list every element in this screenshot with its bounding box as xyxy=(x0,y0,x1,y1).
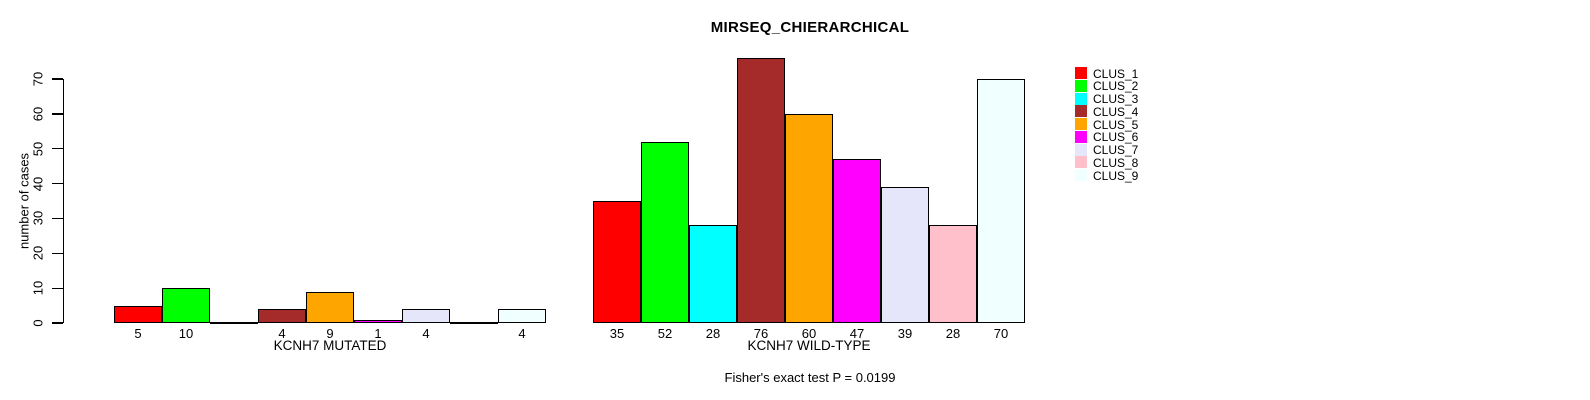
y-tick xyxy=(52,78,63,80)
legend-swatch xyxy=(1075,67,1087,79)
y-tick xyxy=(52,148,63,150)
legend-label: CLUS_5 xyxy=(1093,117,1139,132)
bar xyxy=(402,309,450,323)
bar xyxy=(641,141,689,323)
y-tick-label: 70 xyxy=(30,71,46,87)
legend-label: CLUS_7 xyxy=(1093,143,1139,157)
bar xyxy=(929,225,977,323)
bar-value-label: 52 xyxy=(657,326,673,341)
bar-value-label: 39 xyxy=(897,326,913,341)
bar-value-label: 4 xyxy=(518,326,526,341)
legend-swatch xyxy=(1075,169,1087,181)
y-tick xyxy=(52,113,63,115)
chart-title: MIRSEQ_CHIERARCHICAL xyxy=(710,19,910,36)
bar xyxy=(881,187,929,323)
bar xyxy=(977,79,1025,323)
y-axis xyxy=(62,79,64,323)
bar-value-label: 10 xyxy=(178,326,194,341)
legend-swatch xyxy=(1075,92,1087,105)
y-tick-label: 60 xyxy=(30,106,46,122)
bar xyxy=(162,288,210,323)
bar-value-label: 47 xyxy=(849,326,865,341)
bar-value-label: 28 xyxy=(945,326,961,341)
bar-value-label: 1 xyxy=(374,326,382,341)
bar-value-label: 76 xyxy=(753,326,769,341)
bar-value-label: 70 xyxy=(993,326,1009,341)
bar xyxy=(689,225,737,323)
legend-label: CLUS_6 xyxy=(1093,130,1139,145)
y-tick-label: 20 xyxy=(30,246,46,261)
legend-label: CLUS_8 xyxy=(1093,155,1139,170)
bar-zero-height xyxy=(450,322,498,324)
bar xyxy=(258,309,306,323)
bar xyxy=(785,113,833,323)
bar xyxy=(737,58,785,323)
bar-value-label: 28 xyxy=(705,326,721,341)
legend-label: CLUS_4 xyxy=(1093,104,1139,119)
y-tick xyxy=(52,217,63,220)
bar-value-label: 9 xyxy=(326,326,334,341)
legend-swatch xyxy=(1075,143,1087,156)
bar-value-label: 5 xyxy=(134,326,142,341)
fisher-test-note: Fisher's exact test P = 0.0199 xyxy=(724,370,896,385)
y-tick-label: 40 xyxy=(30,176,46,191)
y-tick-label: 30 xyxy=(30,211,46,226)
legend-swatch xyxy=(1075,156,1087,169)
legend-swatch xyxy=(1075,105,1087,118)
bar-zero-height xyxy=(210,322,258,324)
bar xyxy=(354,319,402,323)
bar xyxy=(498,309,546,323)
legend-swatch xyxy=(1075,79,1087,92)
legend-label: CLUS_9 xyxy=(1093,168,1139,183)
bar xyxy=(593,201,641,323)
y-tick-label: 10 xyxy=(30,280,46,296)
y-tick xyxy=(52,182,63,185)
legend-swatch xyxy=(1075,118,1087,130)
bar-value-label: 4 xyxy=(422,326,430,341)
bar xyxy=(114,305,162,323)
legend-label: CLUS_2 xyxy=(1093,79,1139,94)
y-tick xyxy=(52,287,63,289)
bar-value-label: 35 xyxy=(609,326,625,341)
bar xyxy=(306,291,354,323)
y-axis-label: number of cases xyxy=(16,152,32,250)
legend-swatch xyxy=(1075,130,1087,143)
y-tick-label: 50 xyxy=(30,141,46,156)
legend-label: CLUS_1 xyxy=(1093,66,1139,81)
y-tick xyxy=(52,252,63,254)
y-tick-label: 0 xyxy=(30,319,46,327)
x-axis-label-mutated: KCNH7 MUTATED xyxy=(273,338,387,353)
legend-label: CLUS_3 xyxy=(1093,92,1139,106)
bar-value-label: 4 xyxy=(278,326,286,341)
x-axis-label-wildtype: KCNH7 WILD-TYPE xyxy=(747,338,871,353)
bar-value-label: 60 xyxy=(801,326,817,341)
y-tick xyxy=(52,322,63,324)
bar xyxy=(833,159,881,323)
